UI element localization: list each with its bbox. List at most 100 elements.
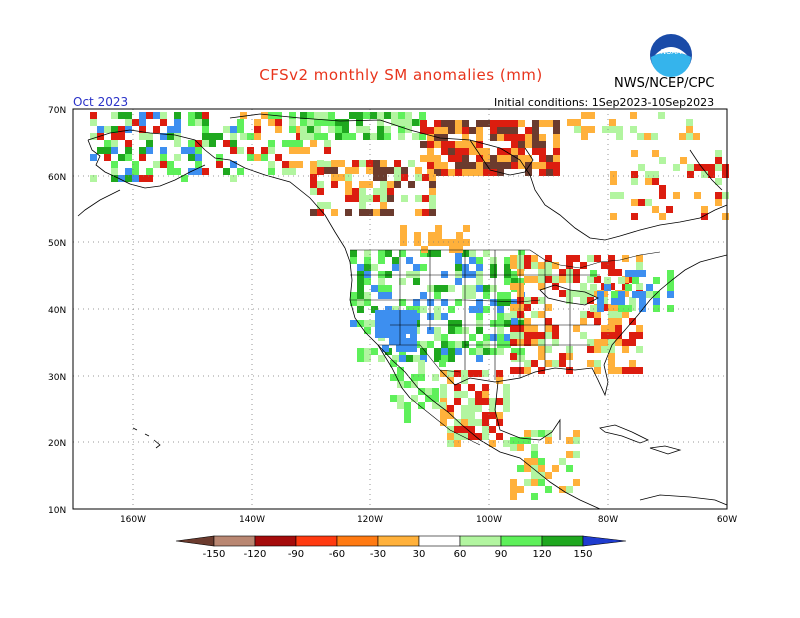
- anomaly-cell: [384, 126, 391, 133]
- anomaly-cell: [441, 271, 448, 278]
- anomaly-cell: [545, 255, 552, 262]
- anomaly-cell: [532, 148, 539, 155]
- anomaly-cell: [455, 148, 462, 155]
- anomaly-cell: [503, 384, 510, 391]
- anomaly-cell: [538, 430, 545, 437]
- anomaly-cell: [420, 306, 427, 313]
- anomaly-cell: [350, 299, 357, 306]
- anomaly-cell: [476, 327, 483, 334]
- anomaly-cell: [345, 195, 352, 202]
- anomaly-cell: [389, 331, 396, 338]
- lon-label: 140W: [239, 515, 265, 525]
- anomaly-cell: [518, 148, 525, 155]
- anomaly-cell: [352, 167, 359, 174]
- anomaly-cell: [483, 148, 490, 155]
- anomaly-cell: [454, 419, 461, 426]
- anomaly-cell: [694, 164, 701, 171]
- anomaly-cell: [469, 257, 476, 264]
- anomaly-cell: [602, 126, 609, 133]
- anomaly-cell: [202, 140, 209, 147]
- anomaly-cell: [357, 292, 364, 299]
- agency-label: NWS/NCEP/CPC: [614, 76, 715, 91]
- lon-label: 80W: [598, 515, 618, 525]
- anomaly-cell: [160, 147, 167, 154]
- anomaly-cell: [202, 168, 209, 175]
- anomaly-cell: [429, 174, 436, 181]
- anomaly-cell: [701, 213, 708, 220]
- anomaly-cell: [482, 426, 489, 433]
- anomaly-cell: [601, 346, 608, 353]
- anomaly-cell: [701, 206, 708, 213]
- anomaly-cell: [545, 472, 552, 479]
- anomaly-cell: [475, 398, 482, 405]
- anomaly-cell: [469, 162, 476, 169]
- anomaly-cell: [632, 270, 639, 277]
- anomaly-cell: [580, 290, 587, 297]
- anomaly-cell: [715, 157, 722, 164]
- anomaly-cell: [254, 119, 261, 126]
- anomaly-cell: [439, 360, 446, 367]
- lat-label: 60N: [48, 173, 66, 183]
- anomaly-cell: [174, 119, 181, 126]
- anomaly-cell: [385, 292, 392, 299]
- anomaly-cell: [448, 327, 455, 334]
- anomaly-cell: [195, 161, 202, 168]
- anomaly-cell: [153, 126, 160, 133]
- anomaly-cell: [289, 147, 296, 154]
- anomaly-cell: [566, 353, 573, 360]
- anomaly-cell: [428, 232, 435, 239]
- anomaly-cell: [240, 133, 247, 140]
- anomaly-cell: [455, 127, 462, 134]
- anomaly-cell: [397, 374, 404, 381]
- anomaly-cell: [636, 367, 643, 374]
- lat-label: 20N: [48, 439, 66, 449]
- anomaly-cell: [375, 324, 382, 331]
- anomaly-cell: [331, 181, 338, 188]
- anomaly-cell: [405, 112, 412, 119]
- anomaly-cell: [410, 317, 417, 324]
- anomaly-cell: [300, 119, 307, 126]
- anomaly-cell: [597, 291, 604, 298]
- anomaly-cell: [510, 255, 517, 262]
- anomaly-cell: [573, 325, 580, 332]
- anomaly-cell: [476, 278, 483, 285]
- anomaly-cell: [370, 112, 377, 119]
- colorbar-swatch: [541, 535, 584, 547]
- anomaly-cell: [609, 126, 616, 133]
- anomaly-cell: [411, 374, 418, 381]
- colorbar-swatch: [459, 535, 502, 547]
- anomaly-cell: [406, 271, 413, 278]
- anomaly-cell: [517, 465, 524, 472]
- anomaly-cell: [357, 299, 364, 306]
- anomaly-cell: [202, 112, 209, 119]
- anomaly-cell: [441, 120, 448, 127]
- colorbar-label: -60: [329, 549, 345, 560]
- anomaly-cell: [476, 127, 483, 134]
- anomaly-cell: [601, 339, 608, 346]
- anomaly-cell: [391, 119, 398, 126]
- anomaly-cell: [639, 298, 646, 305]
- anomaly-cell: [524, 367, 531, 374]
- anomaly-cell: [631, 199, 638, 206]
- anomaly-cell: [566, 437, 573, 444]
- anomaly-cell: [490, 120, 497, 127]
- anomaly-cell: [310, 161, 317, 168]
- anomaly-cell: [504, 292, 511, 299]
- anomaly-cell: [415, 195, 422, 202]
- anomaly-cell: [497, 155, 504, 162]
- anomaly-cell: [518, 134, 525, 141]
- anomaly-cell: [666, 206, 673, 213]
- anomaly-cell: [377, 119, 384, 126]
- anomaly-cell: [552, 276, 559, 283]
- anomaly-cell: [588, 112, 595, 119]
- anomaly-cell: [247, 133, 254, 140]
- anomaly-cell: [462, 148, 469, 155]
- anomaly-cell: [434, 292, 441, 299]
- anomaly-cell: [608, 269, 615, 276]
- anomaly-cell: [476, 169, 483, 176]
- anomaly-cell: [667, 277, 674, 284]
- anomaly-cell: [708, 164, 715, 171]
- anomaly-cell: [510, 311, 517, 318]
- anomaly-cell: [601, 304, 608, 311]
